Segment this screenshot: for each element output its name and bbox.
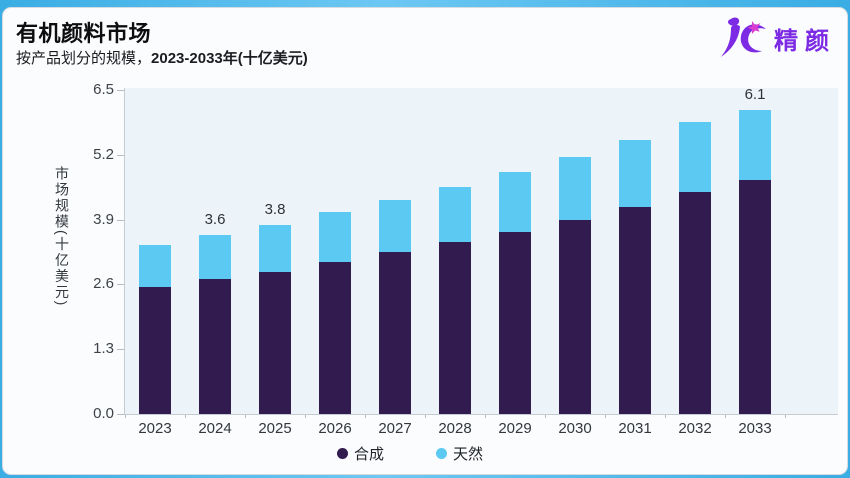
x-tick-mark-9	[665, 414, 666, 418]
y-tick-label-3.9: 3.9	[93, 210, 114, 228]
bar-segment-natural-2032[interactable]	[679, 122, 711, 193]
x-tick-mark-3	[305, 414, 306, 418]
data-label-2033: 6.1	[744, 85, 766, 103]
bar-segment-synthetic-2027[interactable]	[379, 252, 411, 414]
jc-figure-mark-icon	[718, 16, 768, 60]
y-tick-label-1.3: 1.3	[93, 340, 114, 358]
y-tick-mark-0.0	[117, 414, 124, 415]
x-tick-mark-10	[725, 414, 726, 418]
y-tick-mark-1.3	[117, 349, 124, 351]
x-tick-mark-2	[245, 414, 246, 418]
y-tick-label-6.5: 6.5	[93, 81, 114, 98]
x-tick-label-2026: 2026	[318, 420, 352, 437]
bar-segment-natural-2030[interactable]	[559, 157, 591, 220]
x-tick-mark-7	[545, 414, 546, 418]
bar-segment-natural-2029[interactable]	[499, 172, 531, 233]
x-tick-label-2024: 2024	[198, 420, 232, 437]
x-tick-mark-11	[785, 414, 786, 418]
bar-segment-natural-2025[interactable]	[259, 224, 291, 272]
y-tick-label-0.0: 0.0	[93, 405, 114, 422]
bar-segment-natural-2033[interactable]	[739, 109, 771, 180]
bar-segment-natural-2028[interactable]	[439, 187, 471, 243]
x-tick-label-2023: 2023	[138, 420, 172, 437]
x-tick-mark-4	[365, 414, 366, 418]
chart-legend: 合成 天然	[0, 443, 820, 463]
y-tick-label-5.2: 5.2	[93, 145, 114, 163]
bar-segment-synthetic-2031[interactable]	[619, 207, 651, 414]
bar-segment-synthetic-2032[interactable]	[679, 192, 711, 414]
x-tick-label-2032: 2032	[678, 420, 712, 437]
bar-segment-natural-2026[interactable]	[319, 212, 351, 262]
bar-segment-natural-2023[interactable]	[139, 244, 171, 287]
bar-segment-natural-2027[interactable]	[379, 199, 411, 252]
bar-segment-synthetic-2033[interactable]	[739, 179, 771, 414]
bar-segment-synthetic-2025[interactable]	[259, 271, 291, 414]
y-tick-mark-3.9	[117, 219, 124, 221]
x-tick-mark-8	[605, 414, 606, 418]
bar-segment-synthetic-2024[interactable]	[199, 279, 231, 414]
x-tick-label-2029: 2029	[498, 420, 532, 437]
x-tick-label-2031: 2031	[618, 420, 652, 437]
y-tick-mark-5.2	[117, 154, 124, 156]
x-tick-label-2033: 2033	[738, 420, 772, 437]
x-axis-line	[124, 414, 838, 415]
legend-label-synthetic: 合成	[353, 445, 384, 463]
legend-label-natural: 天然	[453, 445, 484, 463]
data-label-2025: 3.8	[264, 200, 286, 218]
legend-item-synthetic[interactable]: 合成	[336, 443, 384, 464]
x-tick-mark-0	[125, 414, 126, 418]
bar-segment-synthetic-2023[interactable]	[139, 286, 171, 414]
data-label-2024: 3.6	[204, 210, 226, 228]
bar-segment-synthetic-2029[interactable]	[499, 232, 531, 414]
plot-area	[124, 88, 838, 414]
x-tick-mark-5	[425, 414, 426, 418]
y-axis-line	[124, 88, 125, 414]
x-tick-label-2028: 2028	[438, 420, 472, 437]
bar-segment-natural-2024[interactable]	[199, 234, 231, 280]
subtitle-bold: 2023-2033年(十亿美元)	[151, 50, 308, 67]
y-tick-label-2.6: 2.6	[93, 275, 114, 293]
chart-subtitle: 按产品划分的规模，2023-2033年(十亿美元)	[16, 47, 308, 68]
x-tick-label-2025: 2025	[258, 420, 292, 437]
brand-wordmark: 精颜	[774, 27, 836, 55]
page-title: 有机颜料市场	[16, 21, 152, 46]
y-tick-mark-2.6	[117, 284, 124, 286]
x-tick-mark-1	[185, 414, 186, 418]
natural-legend-dot-icon	[436, 447, 447, 459]
x-tick-label-2027: 2027	[378, 420, 412, 437]
subtitle-regular: 按产品划分的规模，	[16, 50, 152, 67]
brand-logo: 精颜	[718, 16, 836, 60]
y-axis-title: 市场规模(十亿美元)	[54, 166, 70, 308]
x-tick-label-2030: 2030	[558, 420, 592, 437]
x-tick-mark-6	[485, 414, 486, 418]
bar-segment-synthetic-2028[interactable]	[439, 242, 471, 414]
y-tick-mark-6.5	[117, 90, 124, 91]
bar-segment-synthetic-2030[interactable]	[559, 219, 591, 414]
legend-item-natural[interactable]: 天然	[436, 443, 483, 464]
bar-segment-natural-2031[interactable]	[619, 139, 651, 208]
synthetic-legend-dot-icon	[336, 447, 348, 459]
bar-segment-synthetic-2026[interactable]	[319, 261, 351, 414]
